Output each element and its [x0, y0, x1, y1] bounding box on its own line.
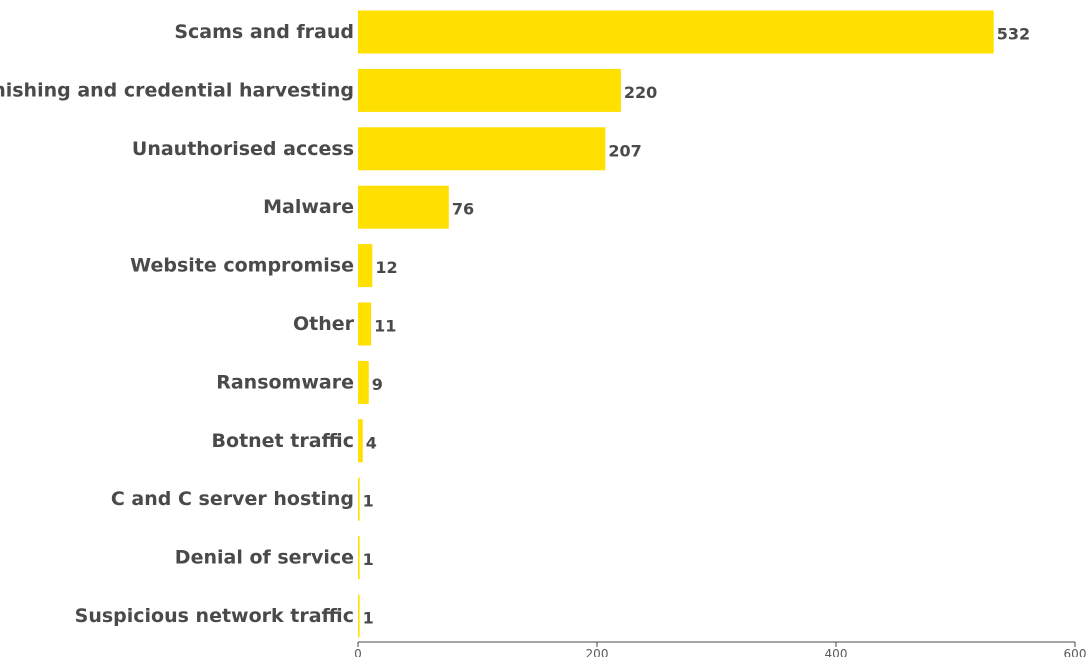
x-ticks-layer: 0 200 400 600 [354, 642, 1087, 661]
category-label-ransomware: Ransomware [216, 371, 354, 393]
bar-suspicious-network-traffic [358, 594, 360, 638]
value-label-other: 11 [374, 317, 396, 336]
category-label-denial-of-service: Denial of service [175, 547, 354, 569]
bar-malware [358, 185, 449, 229]
value-label-scams-and-fraud: 532 [997, 25, 1030, 44]
x-tick-label: 600 [1064, 647, 1087, 657]
category-label-suspicious-network-traffic: Suspicious network traffic [75, 605, 354, 627]
category-label-website-compromise: Website compromise [130, 255, 354, 277]
bar-phishing-and-credential-harvesting [358, 68, 621, 112]
value-label-ransomware: 9 [372, 375, 383, 394]
value-label-website-compromise: 12 [375, 258, 397, 277]
category-label-malware: Malware [263, 196, 354, 218]
value-label-botnet-traffic: 4 [366, 433, 377, 452]
value-label-unauthorised-access: 207 [608, 141, 641, 160]
category-label-phishing-and-credential-harvesting: Phishing and credential harvesting [0, 79, 354, 101]
category-labels-layer: Scams and fraud Phishing and credential h… [0, 21, 355, 627]
x-tick-label: 200 [586, 647, 609, 657]
bar-other [358, 302, 372, 346]
category-label-scams-and-fraud: Scams and fraud [174, 21, 354, 43]
bar-c-and-c-server-hosting [358, 477, 360, 521]
x-tick-label: 400 [825, 647, 848, 657]
bar-denial-of-service [358, 536, 360, 580]
category-label-other: Other [293, 313, 355, 335]
value-label-c-and-c-server-hosting: 1 [363, 492, 374, 511]
value-label-suspicious-network-traffic: 1 [363, 609, 374, 628]
bars-layer [358, 10, 994, 638]
bar-unauthorised-access [358, 127, 606, 171]
category-label-unauthorised-access: Unauthorised access [132, 138, 354, 160]
value-label-denial-of-service: 1 [363, 550, 374, 569]
category-label-botnet-traffic: Botnet traffic [212, 430, 354, 452]
bar-website-compromise [358, 244, 373, 288]
category-label-c-and-c-server-hosting: C and C server hosting [111, 488, 354, 510]
bar-scams-and-fraud [358, 10, 994, 54]
bar-ransomware [358, 360, 369, 404]
bar-botnet-traffic [358, 419, 363, 463]
x-tick-label: 0 [354, 647, 362, 657]
value-label-malware: 76 [452, 200, 474, 219]
value-label-phishing-and-credential-harvesting: 220 [624, 83, 657, 102]
